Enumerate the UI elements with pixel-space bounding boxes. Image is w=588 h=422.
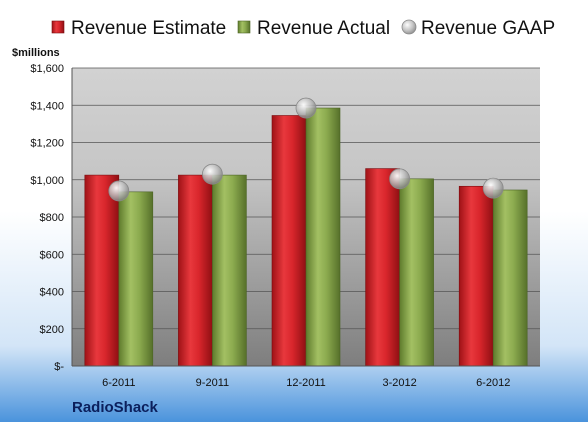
actual-bar <box>118 191 154 367</box>
gaap-markers <box>108 97 504 202</box>
gaap-marker <box>108 180 130 202</box>
legend-label: Revenue GAAP <box>421 18 555 39</box>
legend-gaap: Revenue GAAP <box>401 18 555 39</box>
estimate-bar <box>178 174 213 367</box>
y-tick-label: $400 <box>40 287 64 299</box>
y-tick-label: $1,400 <box>30 100 64 112</box>
estimate-bar <box>271 115 307 367</box>
x-tick-label: 6-2012 <box>476 377 510 389</box>
axes: $- $200 $400 $600 $800 $1,000 $1,200 $1,400 $1,6… <box>30 63 540 389</box>
actual-bar <box>492 189 528 367</box>
legend-swatch <box>401 19 417 35</box>
legend-label: Revenue Actual <box>257 18 390 39</box>
y-tick-label: $1,200 <box>30 138 64 150</box>
x-tick-label: 9-2011 <box>196 377 229 389</box>
x-tick-label: 12-2011 <box>286 377 326 389</box>
y-tick-label: $600 <box>40 249 64 261</box>
legend-actual: Revenue Actual <box>237 18 390 39</box>
legend-swatch <box>237 20 251 34</box>
y-tick-label: $- <box>54 361 64 373</box>
y-tick-label: $200 <box>40 324 64 336</box>
y-tick-label: $800 <box>40 212 64 224</box>
gaap-marker <box>389 168 411 190</box>
gaap-marker <box>295 97 317 119</box>
legend-label: Revenue Estimate <box>71 18 226 39</box>
x-tick-label: 3-2012 <box>382 377 416 389</box>
estimate-bar <box>84 174 120 367</box>
company-label: RadioShack <box>72 399 159 416</box>
gaap-marker <box>201 163 223 185</box>
estimate-bar <box>365 168 400 367</box>
legend-swatch <box>51 20 65 34</box>
actual-bar <box>399 178 434 367</box>
unit-label: $millions <box>12 47 60 59</box>
y-tick-label: $1,600 <box>30 63 64 75</box>
actual-bar <box>305 107 341 367</box>
legend-estimate: Revenue Estimate <box>51 18 226 39</box>
legend: Revenue Estimate Revenue Actual Revenue GA… <box>51 18 555 39</box>
gaap-marker <box>482 177 504 199</box>
estimate-bar <box>458 185 494 367</box>
actual-bar <box>212 174 247 367</box>
x-tick-label: 6-2011 <box>102 377 135 389</box>
bars <box>84 107 528 367</box>
y-tick-label: $1,000 <box>30 175 64 187</box>
